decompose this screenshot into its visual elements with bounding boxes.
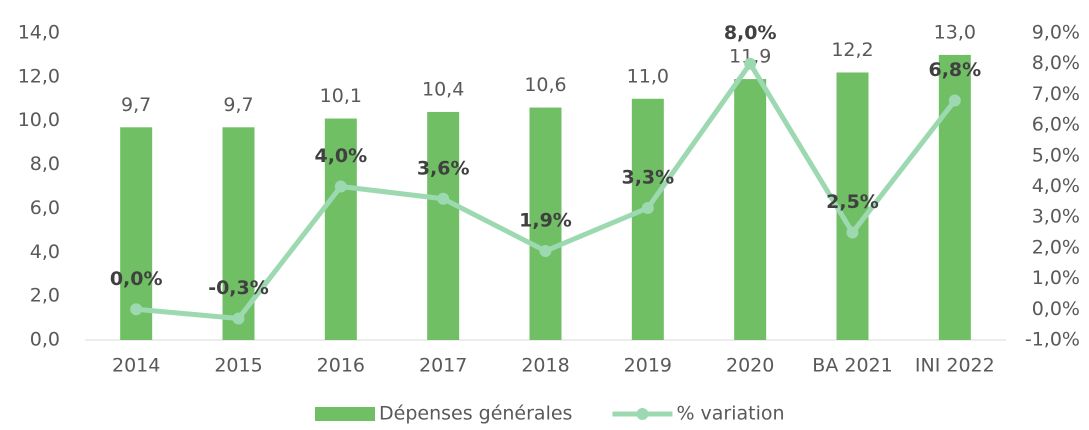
y2-tick-label: 1,0% bbox=[1032, 267, 1080, 289]
y-tick-label: 14,0 bbox=[18, 22, 60, 44]
x-tick-label: 2016 bbox=[317, 355, 365, 377]
line-point bbox=[334, 180, 347, 193]
x-tick-label: BA 2021 bbox=[812, 355, 892, 377]
bar bbox=[529, 107, 562, 340]
y-tick-label: 6,0 bbox=[30, 197, 60, 219]
y2-tick-label: -1,0% bbox=[1025, 329, 1080, 351]
x-tick-label: 2017 bbox=[419, 355, 467, 377]
line-point bbox=[846, 226, 859, 239]
bar bbox=[631, 98, 664, 341]
bar bbox=[734, 79, 767, 341]
bar-value-label: 9,7 bbox=[223, 94, 253, 116]
bar-value-label: 13,0 bbox=[934, 21, 976, 43]
legend-label: % variation bbox=[676, 403, 784, 425]
line-value-label: 1,9% bbox=[519, 209, 572, 231]
bar-value-label: 12,2 bbox=[831, 39, 873, 61]
bar-value-label: 10,1 bbox=[320, 85, 362, 107]
line-point bbox=[948, 94, 961, 107]
y-tick-label: 12,0 bbox=[18, 65, 60, 87]
bar-value-label: 10,4 bbox=[422, 78, 464, 100]
legend-swatch-point bbox=[636, 408, 649, 420]
y-tick-label: 10,0 bbox=[18, 109, 60, 131]
line-point bbox=[437, 192, 450, 205]
y2-tick-label: 7,0% bbox=[1032, 83, 1080, 105]
y2-tick-label: 5,0% bbox=[1032, 144, 1080, 166]
line-point bbox=[539, 244, 552, 257]
y-tick-label: 4,0 bbox=[30, 241, 60, 263]
bar-value-label: 10,6 bbox=[524, 74, 566, 96]
bar-value-label: 9,7 bbox=[121, 94, 151, 116]
line-value-label: 8,0% bbox=[724, 22, 777, 44]
bar-value-label: 11,0 bbox=[627, 65, 669, 87]
line-value-label: 6,8% bbox=[928, 59, 981, 81]
y2-tick-label: 8,0% bbox=[1032, 52, 1080, 74]
y2-tick-label: 9,0% bbox=[1032, 22, 1080, 44]
x-tick-label: 2020 bbox=[726, 355, 774, 377]
line-value-label: -0,3% bbox=[208, 277, 269, 299]
x-tick-label: 2019 bbox=[624, 355, 672, 377]
line-point bbox=[232, 312, 245, 325]
x-tick-label: 2015 bbox=[214, 355, 262, 377]
bar bbox=[836, 72, 869, 340]
y-tick-label: 2,0 bbox=[30, 285, 60, 307]
line-value-label: 3,6% bbox=[417, 157, 470, 179]
line-point bbox=[641, 201, 654, 214]
legend-swatch bbox=[315, 407, 375, 421]
y2-tick-label: 4,0% bbox=[1032, 175, 1080, 197]
line-value-label: 3,3% bbox=[621, 166, 674, 188]
bar-value-label: 11,9 bbox=[729, 46, 771, 68]
bar bbox=[427, 111, 460, 340]
y-tick-label: 8,0 bbox=[30, 153, 60, 175]
y2-tick-label: 2,0% bbox=[1032, 236, 1080, 258]
y2-tick-label: 3,0% bbox=[1032, 206, 1080, 228]
y2-tick-label: 0,0% bbox=[1032, 298, 1080, 320]
line-value-label: 2,5% bbox=[826, 191, 879, 213]
line-value-label: 0,0% bbox=[110, 268, 163, 290]
x-tick-label: 2018 bbox=[521, 355, 569, 377]
x-tick-label: INI 2022 bbox=[915, 355, 995, 377]
x-tick-label: 2014 bbox=[112, 355, 160, 377]
y2-tick-label: 6,0% bbox=[1032, 114, 1080, 136]
line-point bbox=[130, 303, 143, 316]
bar bbox=[324, 118, 357, 341]
line-point bbox=[744, 57, 757, 70]
line-value-label: 4,0% bbox=[314, 145, 367, 167]
legend-label: Dépenses générales bbox=[379, 403, 572, 425]
y-tick-label: 0,0 bbox=[30, 329, 60, 351]
